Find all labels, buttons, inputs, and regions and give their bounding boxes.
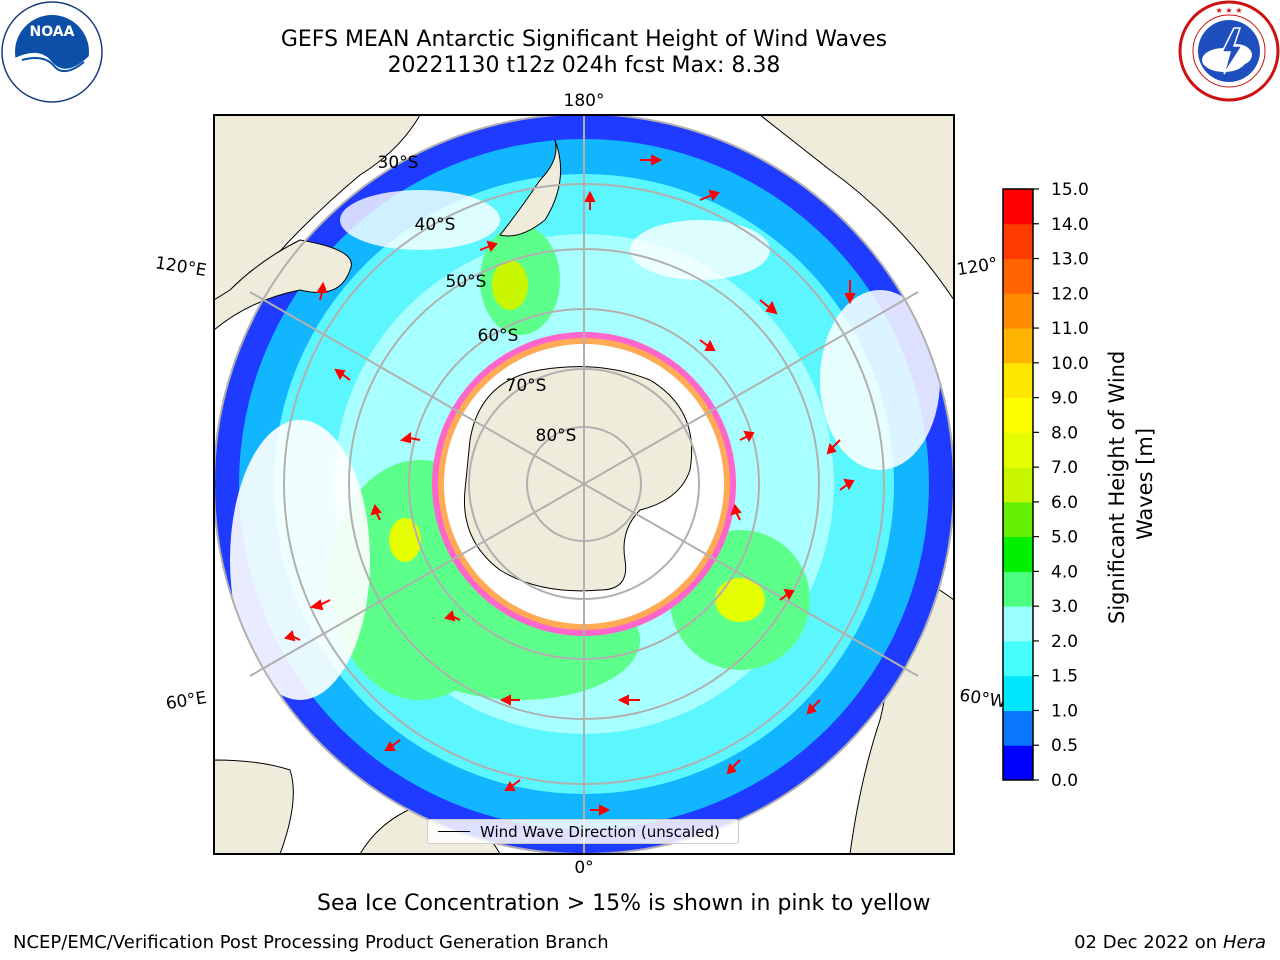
colorbar-bin-9 — [1003, 432, 1033, 468]
lat-label-80s: 80°S — [536, 426, 577, 446]
colorbar-tick-label: 11.0 — [1051, 319, 1089, 339]
wave-direction-arrows — [284, 154, 856, 816]
colorbar-bin-10 — [1003, 397, 1033, 433]
colorbar-bin-7 — [1003, 501, 1033, 538]
colorbar-tick-label: 9.0 — [1051, 389, 1078, 409]
lon-label-0: 0° — [574, 858, 593, 878]
colorbar-bin-0 — [1003, 745, 1033, 781]
lon-label-120w: 120° — [955, 254, 999, 280]
colorbar-bin-2 — [1003, 675, 1033, 711]
colorbar-bin-15 — [1003, 223, 1033, 260]
chart-title: GEFS MEAN Antarctic Significant Height o… — [280, 27, 888, 52]
colorbar-tick-label: 4.0 — [1051, 562, 1078, 582]
colorbar-tick-label: 10.0 — [1051, 354, 1089, 374]
colorbar-bin-11 — [1003, 362, 1033, 399]
footer-date: 02 Dec 2022 on Hera — [1074, 932, 1266, 953]
legend: Wind Wave Direction (unscaled) — [427, 819, 739, 844]
colorbar-bin-4 — [1003, 606, 1033, 642]
colorbar-bin-3 — [1003, 640, 1033, 677]
colorbar-bin-6 — [1003, 536, 1033, 572]
footer-machine: Hera — [1222, 932, 1266, 953]
lat-label-50s: 50°S — [446, 272, 487, 292]
noaa-logo-text: NOAA — [30, 24, 75, 40]
colorbar-bin-12 — [1003, 328, 1033, 364]
colorbar-tick-label: 15.0 — [1051, 180, 1089, 200]
colorbar-bin-14 — [1003, 258, 1033, 294]
nws-logo: ★ ★ ★ — [1178, 0, 1280, 102]
lon-label-60e: 60°E — [164, 688, 208, 714]
colorbar-tick-label: 0.0 — [1051, 771, 1078, 791]
colorbar-ticks: 0.0 0.5 1.0 1.5 2.0 3.0 4.0 5.0 6.0 7.0 8.0 9.0 10.0… — [1033, 180, 1089, 791]
colorbar-tick-label: 14.0 — [1051, 215, 1089, 235]
colorbar-tick-label: 0.5 — [1051, 736, 1078, 756]
chart-subtitle: 20221130 t12z 024h fcst Max: 8.38 — [387, 53, 781, 78]
map-frame — [213, 114, 955, 855]
colorbar-bin-1 — [1003, 710, 1033, 746]
longitude-grid — [249, 115, 919, 854]
svg-text:★ ★ ★: ★ ★ ★ — [1215, 6, 1242, 15]
colorbar-tick-label: 1.0 — [1051, 701, 1078, 721]
sea-ice-note: Sea Ice Concentration > 15% is shown in … — [317, 891, 931, 916]
colorbar-frame — [1002, 188, 1034, 781]
colorbar-tick-label: 2.0 — [1051, 632, 1078, 652]
colorbar-tick-label: 6.0 — [1051, 493, 1078, 513]
colorbar-tick-label: 12.0 — [1051, 284, 1089, 304]
noaa-logo: NOAA — [1, 1, 103, 103]
colorbar-bin-8 — [1003, 467, 1033, 503]
colorbar-tick-label: 13.0 — [1051, 250, 1089, 270]
colorbar-tick-label: 5.0 — [1051, 528, 1078, 548]
lon-label-180: 180° — [564, 91, 605, 111]
lon-label-60w: 60°W — [958, 686, 1008, 713]
colorbar-label: Significant Height of Wind Waves [m] — [1105, 344, 1157, 624]
legend-line-icon — [438, 831, 470, 832]
colorbar-tick-label: 1.5 — [1051, 667, 1078, 687]
lat-label-70s: 70°S — [506, 376, 547, 396]
colorbar-tick-label: 3.0 — [1051, 597, 1078, 617]
legend-label: Wind Wave Direction (unscaled) — [480, 822, 720, 841]
colorbar-bin-16 — [1003, 189, 1033, 225]
lat-label-60s: 60°S — [478, 326, 519, 346]
colorbar — [1003, 189, 1033, 781]
lon-label-120e: 120°E — [154, 253, 208, 281]
footer-producer: NCEP/EMC/Verification Post Processing Pr… — [13, 932, 609, 953]
colorbar-tick-label: 8.0 — [1051, 423, 1078, 443]
lat-label-40s: 40°S — [415, 215, 456, 235]
colorbar-tick-label: 7.0 — [1051, 458, 1078, 478]
colorbar-bin-13 — [1003, 293, 1033, 329]
colorbar-bin-5 — [1003, 571, 1033, 607]
lat-label-30s: 30°S — [378, 153, 419, 173]
